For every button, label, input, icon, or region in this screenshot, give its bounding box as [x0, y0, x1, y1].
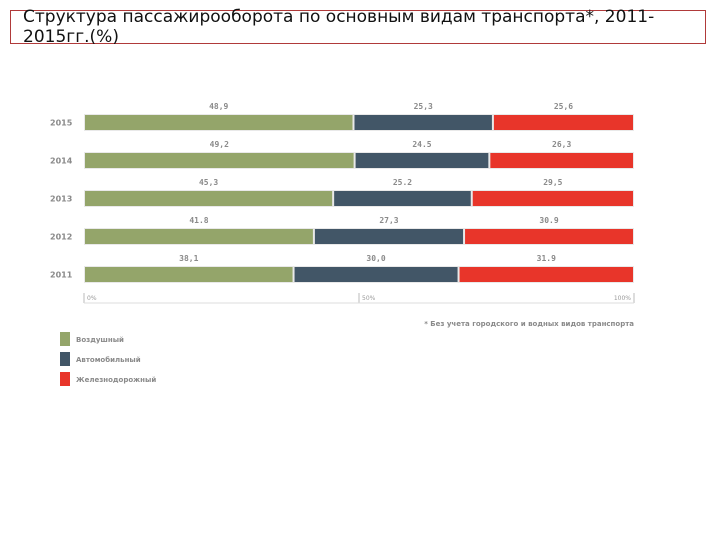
bar-2013-series-0 — [85, 191, 333, 206]
bar-2013-series-2 — [472, 191, 633, 206]
bar-2012-series-0 — [85, 229, 313, 244]
value-label-2013-series-1: 25.2 — [393, 178, 412, 187]
legend-swatch-1 — [60, 352, 70, 366]
bar-2011-series-2 — [459, 267, 633, 282]
value-label-2015-series-1: 25,3 — [414, 102, 433, 111]
value-label-2014-series-1: 24.5 — [412, 140, 431, 149]
bar-2013-series-1 — [334, 191, 471, 206]
value-label-2015-series-2: 25,6 — [554, 102, 573, 111]
bar-2011-series-0 — [85, 267, 293, 282]
axis-tick-label-0: 0% — [87, 295, 97, 302]
value-label-2014-series-0: 49,2 — [210, 140, 229, 149]
bar-2015-series-2 — [493, 115, 633, 130]
year-label-2015: 2015 — [50, 119, 73, 128]
axis-layer: 0% 50% 100% * Без учета городского и водных… — [83, 293, 635, 328]
bar-2014-series-1 — [355, 153, 489, 168]
bar-2011-series-1 — [294, 267, 458, 282]
value-label-2011-series-2: 31.9 — [537, 254, 556, 263]
bar-2015-series-0 — [85, 115, 353, 130]
bar-2012-series-2 — [465, 229, 633, 244]
footnote: * Без учета городского и водных видов тр… — [424, 320, 634, 328]
value-label-2013-series-2: 29,5 — [543, 178, 562, 187]
legend-label-2: Железнодорожный — [76, 376, 156, 384]
value-label-2012-series-2: 30.9 — [539, 216, 558, 225]
legend-label-0: Воздушный — [76, 336, 124, 344]
bar-2012-series-1 — [314, 229, 464, 244]
year-label-2011: 2011 — [50, 271, 73, 280]
value-label-2014-series-2: 26,3 — [552, 140, 571, 149]
bar-2014-series-0 — [85, 153, 354, 168]
axis-tick-label-1: 50% — [362, 295, 376, 302]
value-label-2011-series-0: 38,1 — [179, 254, 198, 263]
year-label-2013: 2013 — [50, 195, 72, 204]
slide-title: Структура пассажирооборота по основным в… — [10, 7, 706, 47]
legend-layer: Воздушный Автомобильный Железнодорожный — [60, 332, 156, 386]
legend-swatch-2 — [60, 372, 70, 386]
bar-2014-series-2 — [490, 153, 633, 168]
value-label-2012-series-1: 27,3 — [379, 216, 398, 225]
year-label-2012: 2012 — [50, 233, 72, 242]
bar-2015-series-1 — [354, 115, 492, 130]
value-label-2012-series-0: 41.8 — [189, 216, 208, 225]
legend-label-1: Автомобильный — [76, 356, 141, 364]
legend-swatch-0 — [60, 332, 70, 346]
value-label-2013-series-0: 45,3 — [199, 178, 218, 187]
value-label-2015-series-0: 48,9 — [209, 102, 228, 111]
year-label-2014: 2014 — [50, 157, 73, 166]
bars-layer: 2015 48,9 25,3 25,6 2014 49,2 24.5 26,3 2013 45,3… — [50, 102, 634, 283]
axis-tick-label-2: 100% — [614, 295, 631, 302]
value-label-2011-series-1: 30,0 — [366, 254, 385, 263]
